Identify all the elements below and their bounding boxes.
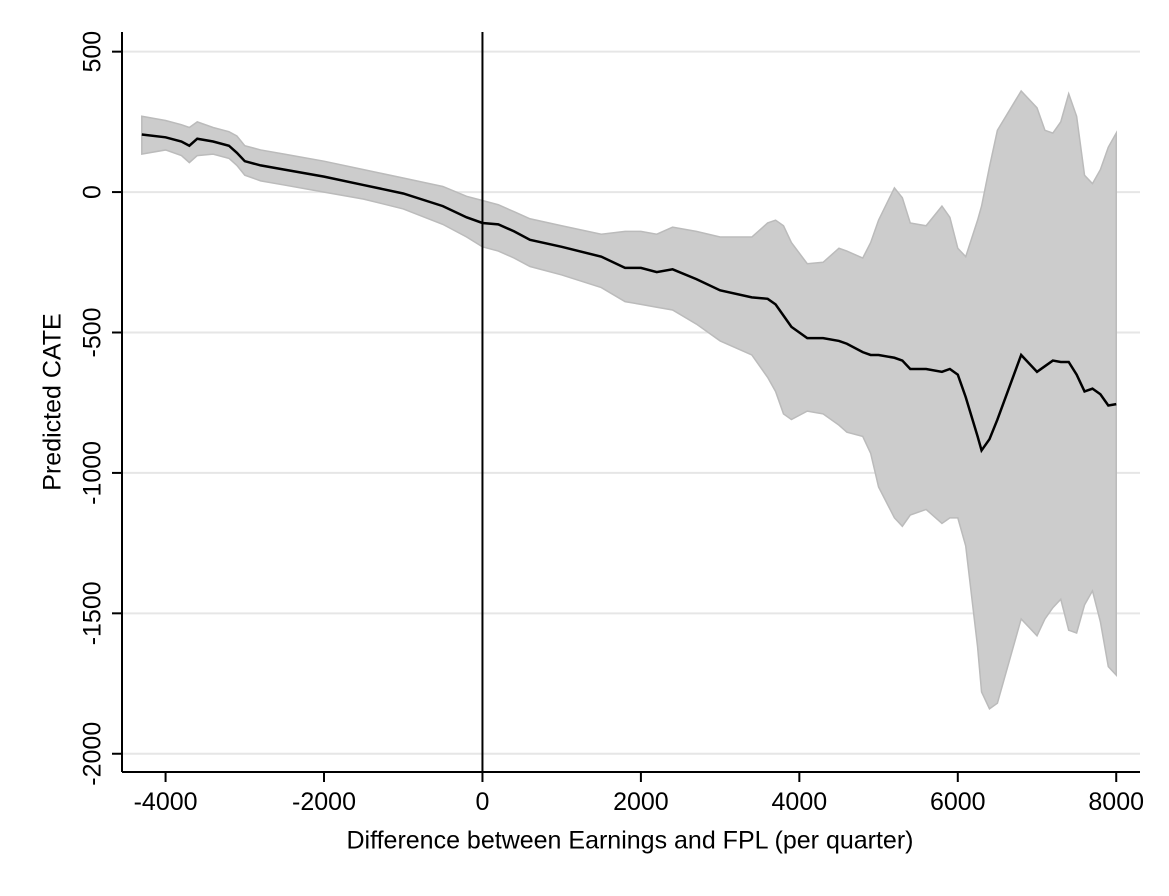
y-tick-label: 0	[79, 185, 107, 199]
x-axis-title: Difference between Earnings and FPL (per…	[347, 827, 914, 855]
y-tick-label: -1500	[79, 581, 107, 645]
y-tick-label: -1000	[79, 441, 107, 505]
confidence-band	[141, 89, 1117, 710]
y-axis-title: Predicted CATE	[39, 313, 67, 490]
x-tick-label: -4000	[134, 788, 198, 816]
line	[141, 133, 1117, 454]
x-tick-label: 6000	[930, 788, 986, 816]
x-tick-label: 8000	[1088, 788, 1144, 816]
x-tick-label: -2000	[292, 788, 356, 816]
x-tick-label: 2000	[613, 788, 669, 816]
x-tick-label: 0	[476, 788, 490, 816]
y-tick-label: -2000	[79, 722, 107, 786]
x-tick-label: 4000	[772, 788, 828, 816]
y-tick-label: 500	[79, 31, 107, 73]
y-tick-label: -500	[79, 307, 107, 357]
